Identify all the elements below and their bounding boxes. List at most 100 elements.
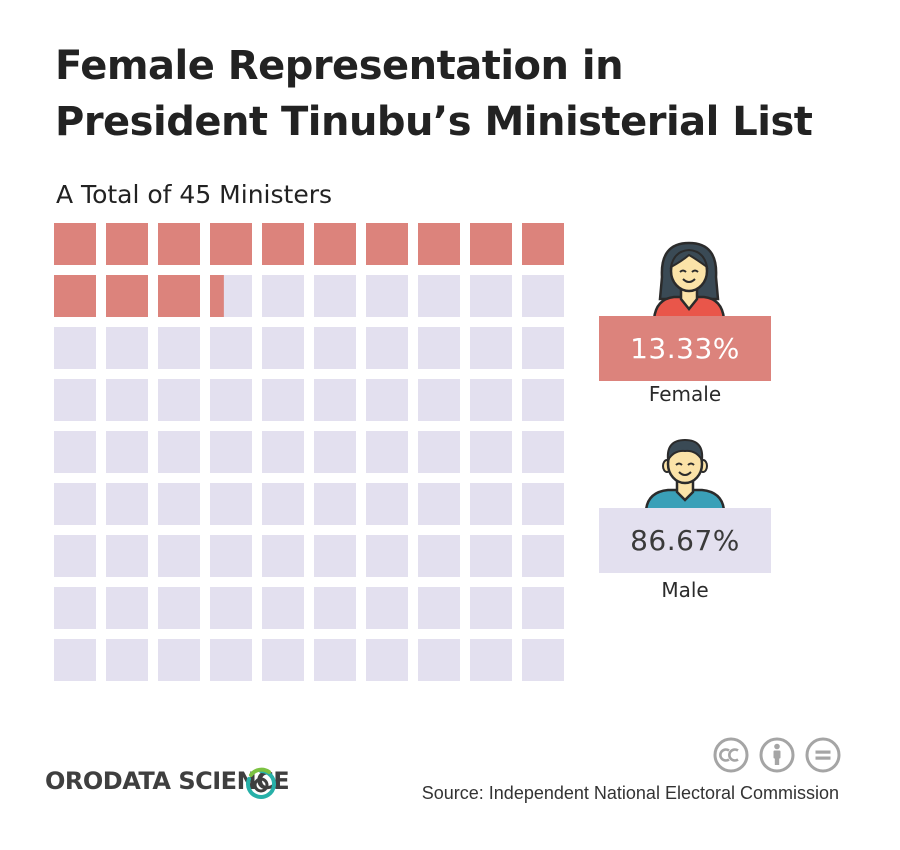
waffle-cell: [470, 379, 512, 421]
waffle-cell-female: [158, 275, 200, 317]
waffle-cell: [522, 639, 564, 681]
brand-mark-icon: [246, 767, 276, 799]
female-percent: 13.33%: [630, 332, 740, 365]
waffle-cell: [418, 275, 460, 317]
chart-title-line2: President Tinubu’s Ministerial List: [55, 99, 813, 145]
waffle-cell: [470, 483, 512, 525]
waffle-cell: [106, 431, 148, 473]
waffle-cell: [418, 327, 460, 369]
chart-title: Female Representation in President Tinub…: [55, 38, 855, 150]
waffle-cell: [418, 379, 460, 421]
woman-avatar-icon: [652, 241, 726, 321]
waffle-cell: [418, 639, 460, 681]
waffle-cell: [262, 535, 304, 577]
waffle-chart: [54, 223, 564, 681]
waffle-cell: [522, 431, 564, 473]
waffle-cell: [314, 535, 356, 577]
waffle-cell-female: [106, 275, 148, 317]
waffle-cell: [54, 431, 96, 473]
female-label: Female: [648, 382, 722, 406]
waffle-cell: [210, 535, 252, 577]
waffle-cell-female: [106, 223, 148, 265]
waffle-cell: [210, 587, 252, 629]
waffle-cell: [366, 535, 408, 577]
waffle-cell: [366, 639, 408, 681]
waffle-cell-female: [54, 275, 96, 317]
waffle-cell: [158, 483, 200, 525]
waffle-cell: [470, 431, 512, 473]
waffle-cell: [106, 483, 148, 525]
waffle-cell-female: [54, 223, 96, 265]
waffle-cell: [54, 483, 96, 525]
waffle-cell: [366, 483, 408, 525]
waffle-cell: [314, 431, 356, 473]
waffle-cell-female: [470, 223, 512, 265]
waffle-cell: [262, 379, 304, 421]
waffle-cell: [158, 535, 200, 577]
waffle-cell: [522, 535, 564, 577]
waffle-cell: [262, 275, 304, 317]
license-icons: [712, 736, 842, 774]
waffle-cell: [158, 431, 200, 473]
waffle-cell: [54, 587, 96, 629]
waffle-cell: [210, 379, 252, 421]
waffle-cell: [418, 587, 460, 629]
waffle-cell-female: [314, 223, 356, 265]
female-percent-box: 13.33%: [599, 316, 771, 381]
waffle-cell: [210, 431, 252, 473]
waffle-cell: [522, 483, 564, 525]
waffle-cell: [314, 639, 356, 681]
waffle-cell: [210, 327, 252, 369]
waffle-cell: [54, 535, 96, 577]
chart-title-line1: Female Representation in: [55, 43, 624, 89]
waffle-cell: [470, 327, 512, 369]
waffle-cell: [158, 379, 200, 421]
male-percent-box: 86.67%: [599, 508, 771, 573]
waffle-cell: [54, 379, 96, 421]
waffle-cell: [470, 639, 512, 681]
waffle-cell: [158, 327, 200, 369]
waffle-cell-female: [366, 223, 408, 265]
waffle-cell: [262, 639, 304, 681]
waffle-cell: [106, 327, 148, 369]
waffle-cell: [158, 639, 200, 681]
waffle-cell: [262, 587, 304, 629]
waffle-cell: [262, 483, 304, 525]
waffle-cell: [314, 379, 356, 421]
waffle-cell: [418, 535, 460, 577]
waffle-cell: [522, 587, 564, 629]
waffle-cell: [314, 587, 356, 629]
waffle-cell: [522, 327, 564, 369]
waffle-cell-female: [210, 275, 224, 317]
waffle-cell: [366, 275, 408, 317]
waffle-cell: [262, 327, 304, 369]
waffle-cell: [418, 483, 460, 525]
waffle-cell-female: [210, 223, 252, 265]
waffle-cell: [106, 535, 148, 577]
waffle-cell: [470, 275, 512, 317]
waffle-cell: [366, 431, 408, 473]
chart-subtitle: A Total of 45 Ministers: [56, 180, 333, 209]
waffle-cell: [314, 483, 356, 525]
waffle-cell: [54, 327, 96, 369]
waffle-cell-female: [158, 223, 200, 265]
waffle-cell: [314, 327, 356, 369]
no-derivatives-icon: [805, 737, 841, 773]
male-label: Male: [661, 578, 709, 602]
waffle-cell: [262, 431, 304, 473]
waffle-cell: [366, 327, 408, 369]
waffle-cell: [522, 379, 564, 421]
cc-icon: [713, 737, 749, 773]
waffle-cell: [366, 587, 408, 629]
man-avatar-icon: [644, 438, 726, 512]
waffle-cell: [470, 535, 512, 577]
by-attribution-icon: [759, 737, 795, 773]
waffle-cell: [106, 639, 148, 681]
male-percent: 86.67%: [630, 524, 740, 557]
waffle-cell: [210, 639, 252, 681]
waffle-cell: [470, 587, 512, 629]
waffle-cell-female: [262, 223, 304, 265]
waffle-cell: [158, 587, 200, 629]
waffle-cell: [106, 379, 148, 421]
waffle-cell-female: [418, 223, 460, 265]
